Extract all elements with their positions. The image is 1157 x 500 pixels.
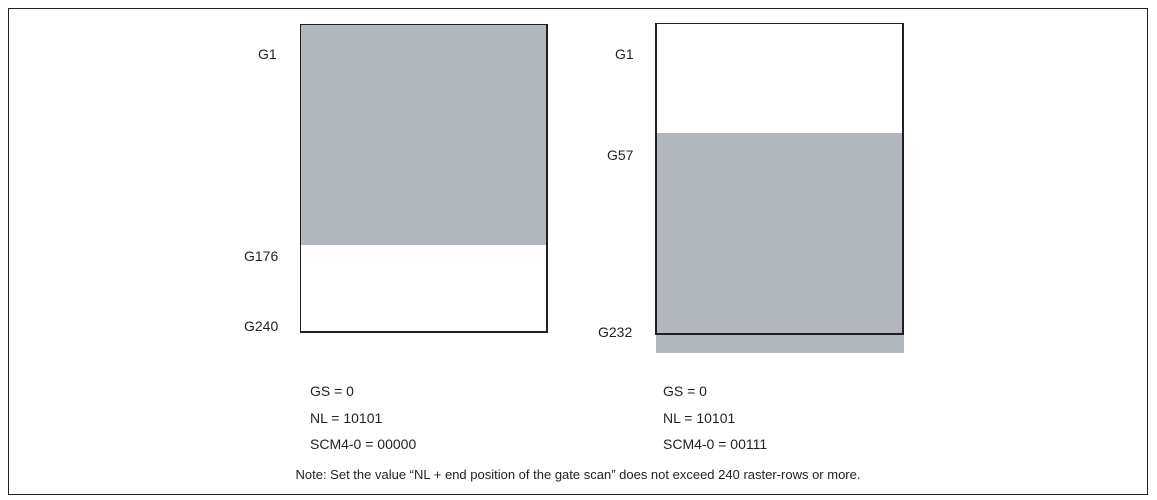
display-outline — [300, 24, 548, 333]
param-gs: GS = 0 — [663, 383, 707, 399]
scan-area-shaded — [656, 133, 904, 353]
param-nl: NL = 10101 — [310, 410, 383, 426]
param-scm: SCM4-0 = 00000 — [310, 436, 417, 452]
gate-label-end: G176 — [244, 248, 279, 264]
gate-label-last: G232 — [598, 324, 633, 340]
gate-label-start: G1 — [258, 46, 277, 62]
footnote: Note: Set the value “NL + end position o… — [295, 467, 861, 482]
display-outline — [655, 23, 904, 335]
param-gs: GS = 0 — [310, 383, 354, 399]
param-scm: SCM4-0 = 00111 — [663, 436, 768, 452]
scan-area-shaded — [300, 24, 548, 245]
gate-label-last: G240 — [244, 318, 279, 334]
param-nl: NL = 10101 — [663, 410, 736, 426]
gate-label-end: G57 — [607, 147, 634, 163]
gate-label-start: G1 — [615, 46, 634, 62]
diagram-frame — [8, 8, 1148, 495]
